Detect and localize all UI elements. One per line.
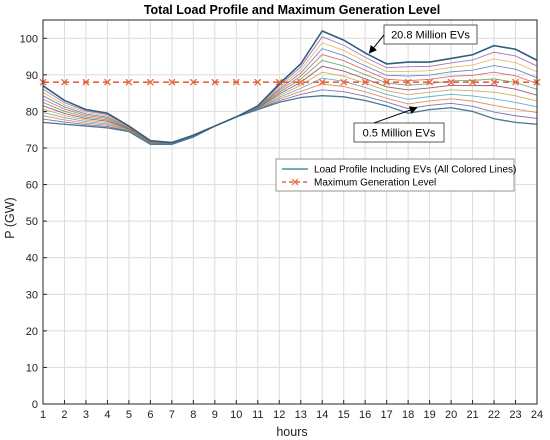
ev-scenario-line bbox=[42, 89, 538, 145]
legend-marker-max-generation bbox=[291, 178, 299, 186]
x-tick-label: 18 bbox=[402, 409, 414, 421]
annotation-arrow-0-5m bbox=[373, 106, 418, 124]
max-generation-marker bbox=[383, 78, 391, 86]
y-tick-label: 60 bbox=[26, 180, 38, 192]
legend-label-max-generation: Maximum Generation Level bbox=[314, 178, 436, 189]
chart-title: Total Load Profile and Maximum Generatio… bbox=[144, 3, 440, 17]
x-tick-label: 9 bbox=[212, 409, 218, 421]
max-generation-marker bbox=[318, 78, 326, 86]
x-tick-label: 19 bbox=[423, 409, 435, 421]
max-generation-marker bbox=[232, 78, 240, 86]
ev-scenario-line bbox=[42, 83, 538, 145]
axes-layer: 1 2 3 4 5 6 7 8 9 10 11 12 13 14 15 16 17 18 19 20 21 22 23 240… bbox=[20, 19, 543, 421]
ev-scenario-line bbox=[42, 65, 538, 144]
ev-scenario-line bbox=[42, 71, 538, 145]
max-generation-marker bbox=[189, 78, 197, 86]
x-tick-label: 10 bbox=[230, 409, 242, 421]
x-tick-label: 16 bbox=[359, 409, 371, 421]
x-tick-label: 12 bbox=[273, 409, 285, 421]
annotation-text-20-8m: 20.8 Million EVs bbox=[391, 30, 470, 42]
max-generation-marker bbox=[211, 78, 219, 86]
y-tick-label: 70 bbox=[26, 143, 38, 155]
max-generation-marker bbox=[168, 78, 176, 86]
x-tick-label: 15 bbox=[338, 409, 350, 421]
max-generation-marker bbox=[340, 78, 348, 86]
max-generation-marker bbox=[469, 78, 477, 86]
legend-label-load-profile: Load Profile Including EVs (All Colored … bbox=[314, 165, 516, 176]
legend-box bbox=[275, 158, 515, 192]
y-axis-label: P (GW) bbox=[3, 197, 17, 238]
annotation-box-0-5m bbox=[353, 122, 445, 143]
x-tick-label: 17 bbox=[381, 409, 393, 421]
y-tick-label: 10 bbox=[26, 362, 38, 374]
x-tick-label: 7 bbox=[169, 409, 175, 421]
max-generation-marker bbox=[82, 78, 90, 86]
x-tick-label: 20 bbox=[445, 409, 457, 421]
y-tick-label: 50 bbox=[26, 216, 38, 228]
max-generation-marker bbox=[297, 78, 305, 86]
max-generation-marker bbox=[447, 78, 455, 86]
series-line-20-8m-evs bbox=[42, 29, 538, 144]
annotation-text-0-5m: 0.5 Million EVs bbox=[363, 128, 436, 140]
y-tick-label: 80 bbox=[26, 106, 38, 118]
max-generation-marker bbox=[103, 78, 111, 86]
x-tick-label: 14 bbox=[316, 409, 328, 421]
y-tick-label: 100 bbox=[20, 33, 38, 45]
annotation-arrow-20-8m bbox=[368, 34, 385, 54]
y-tick-label: 0 bbox=[32, 399, 38, 411]
x-tick-label: 21 bbox=[466, 409, 478, 421]
max-generation-marker bbox=[61, 78, 68, 86]
plot-frame bbox=[42, 19, 538, 405]
max-generation-marker bbox=[426, 78, 434, 86]
ev-scenario-line bbox=[42, 77, 538, 145]
max-generation-marker bbox=[361, 78, 369, 86]
ev-scenario-line bbox=[42, 54, 538, 144]
y-tick-label: 30 bbox=[26, 289, 38, 301]
x-tick-label: 13 bbox=[295, 409, 307, 421]
x-tick-label: 24 bbox=[531, 409, 543, 421]
x-tick-label: 23 bbox=[509, 409, 521, 421]
ev-scenario-line bbox=[42, 42, 538, 144]
max-generation-marker bbox=[490, 78, 498, 86]
annotation-box-20-8m bbox=[383, 24, 478, 45]
y-tick-label: 90 bbox=[26, 70, 38, 82]
y-tick-label: 20 bbox=[26, 326, 38, 338]
x-tick-label: 2 bbox=[61, 409, 67, 421]
annotations: 20.8 Million EVs 0.5 Million EVs bbox=[353, 24, 478, 143]
x-tick-label: 6 bbox=[147, 409, 153, 421]
x-tick-label: 1 bbox=[40, 409, 46, 421]
max-generation-marker bbox=[254, 78, 262, 86]
x-tick-label: 11 bbox=[252, 409, 263, 421]
y-tick-label: 40 bbox=[26, 253, 38, 265]
x-tick-label: 5 bbox=[126, 409, 132, 421]
x-axis-label: hours bbox=[276, 425, 307, 439]
max-generation-marker bbox=[404, 78, 412, 86]
grid-layer bbox=[42, 20, 538, 405]
legend: Load Profile Including EVs (All Colored … bbox=[275, 158, 516, 192]
x-tick-label: 22 bbox=[488, 409, 500, 421]
x-tick-label: 4 bbox=[104, 409, 110, 421]
ev-band-layer bbox=[42, 30, 538, 145]
ev-scenario-line bbox=[42, 59, 538, 144]
series-layer bbox=[39, 29, 541, 145]
x-tick-label: 8 bbox=[190, 409, 196, 421]
max-generation-marker bbox=[512, 78, 519, 86]
ev-scenario-line bbox=[42, 48, 538, 144]
series-line-0-5m-evs bbox=[42, 95, 538, 145]
max-generation-marker bbox=[125, 78, 133, 86]
max-generation-marker bbox=[146, 78, 154, 86]
x-tick-label: 3 bbox=[83, 409, 89, 421]
max-generation-marker bbox=[275, 78, 283, 86]
